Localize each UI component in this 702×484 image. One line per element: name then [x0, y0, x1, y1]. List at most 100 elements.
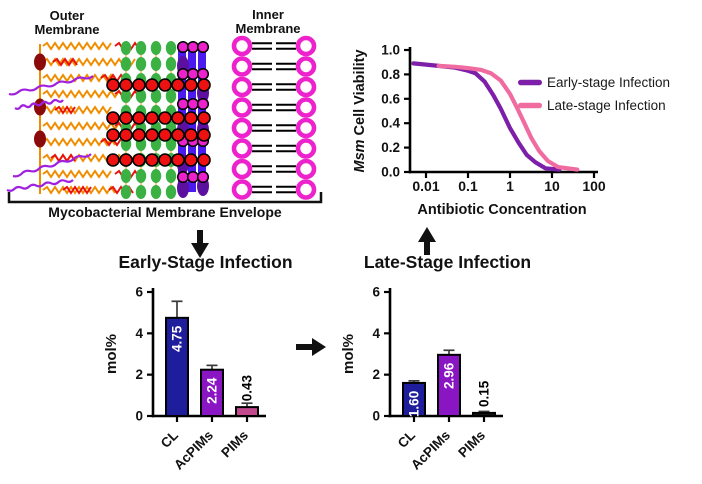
peptidoglycan-unit	[184, 128, 198, 142]
curve-late	[436, 63, 580, 172]
legend-label: Early-stage Infection	[547, 75, 670, 90]
mannose-cap	[186, 170, 200, 184]
lipid-chain-red	[50, 153, 76, 163]
arabinogalactan-unit	[165, 169, 177, 183]
mannose-cap	[196, 40, 210, 54]
x-tick-label: 0.01	[412, 178, 439, 194]
arabinogalactan-unit	[150, 185, 162, 199]
category-label: AcPIMs	[171, 428, 216, 473]
lipid-chain-red	[54, 105, 76, 115]
peptidoglycan-unit	[145, 111, 159, 125]
y-tick-label: 0.4	[381, 116, 400, 131]
arabinogalactan-unit	[150, 41, 162, 55]
phospholipid-head	[231, 158, 253, 180]
mannose-cap	[196, 97, 210, 111]
lipid-chain-red	[52, 57, 78, 67]
membrane-layers	[6, 35, 317, 200]
y-tick-label: 0.8	[381, 67, 400, 82]
peptidoglycan-unit	[171, 128, 185, 142]
mycolic-chain	[42, 169, 112, 179]
peptidoglycan-unit	[158, 78, 172, 92]
value-label: 1.60	[407, 391, 422, 417]
arabinogalactan-unit	[150, 57, 162, 71]
y-tick-label: 6	[135, 285, 143, 300]
category-label: AcPIMs	[408, 428, 453, 473]
phospholipid-head	[295, 97, 317, 118]
peptidoglycan-unit	[119, 128, 133, 142]
y-tick-label: 4	[372, 326, 380, 341]
legend-swatch	[518, 79, 542, 86]
peptidoglycan-unit	[106, 78, 120, 92]
bar-pims	[472, 411, 496, 417]
y-tick-label: 0	[372, 409, 380, 424]
mannose-cap	[196, 170, 210, 184]
mannose-cap	[176, 40, 190, 54]
dark-red-headgroup	[34, 53, 46, 71]
mycolic-chain	[42, 57, 136, 67]
arabinogalactan-unit	[120, 169, 132, 183]
phospholipid-head	[231, 56, 253, 77]
peptidoglycan-unit	[171, 111, 185, 125]
y-tick-label: 0.6	[381, 91, 400, 106]
arabinogalactan-unit	[135, 169, 147, 183]
x-tick-label: 10	[544, 178, 560, 194]
phospholipid-head	[231, 35, 253, 57]
peptidoglycan-unit	[158, 111, 172, 125]
lipid-chain-red	[100, 73, 126, 83]
down-arrow-shape	[191, 230, 209, 258]
phospholipid-head	[295, 158, 317, 180]
mannose-cap	[176, 97, 190, 111]
phospholipid-head	[295, 179, 317, 200]
peptidoglycan-unit	[145, 153, 159, 167]
phospholipid-head	[231, 179, 253, 200]
up-arrow-icon	[418, 227, 436, 255]
peptidoglycan-unit	[197, 111, 211, 125]
lipid-chain-red	[62, 185, 92, 195]
mannose-cap	[186, 97, 200, 111]
mycolic-chain	[42, 41, 112, 51]
late-stage-bar-chart: 0 2 4 6 mol% CL 1.60 AcPIMs 2.96 PIMs 0.15	[340, 285, 503, 473]
y-axis-title: mol%	[103, 334, 120, 374]
phospholipid-head	[295, 76, 317, 98]
late-stage-title: Late-Stage Infection	[363, 252, 532, 272]
peptidoglycan-unit	[119, 153, 133, 167]
peptidoglycan-unit	[132, 111, 146, 125]
peptidoglycan-unit	[132, 128, 146, 142]
peptidoglycan-unit	[158, 153, 172, 167]
y-tick-label: 2	[135, 367, 143, 382]
early-stage-bar-chart: 0 2 4 6 mol% CL 4.75 AcPIMs 2.24 PIMs 0.43	[103, 285, 266, 473]
surface-glycolipid	[14, 98, 64, 110]
curve-early	[411, 61, 562, 172]
legend-swatch	[518, 102, 542, 109]
mycolic-chain	[42, 137, 116, 147]
category-label: PIMs	[218, 428, 251, 461]
outer-membrane-label: Outer Membrane	[34, 8, 100, 38]
arabinogalactan-unit	[165, 89, 177, 103]
y-tick-label: 6	[372, 285, 380, 300]
surface-glycolipid	[12, 153, 92, 178]
x-tick-label: 1	[506, 178, 514, 194]
phospholipid-head	[295, 138, 317, 159]
mannose-cap	[186, 67, 200, 81]
down-arrow-icon	[191, 230, 209, 258]
peptidoglycan-unit	[145, 128, 159, 142]
phospholipid-head	[231, 117, 253, 139]
arabinogalactan-unit	[120, 185, 132, 199]
peptidoglycan-unit	[158, 128, 172, 142]
arabinogalactan-unit	[120, 41, 132, 55]
peptidoglycan-unit	[132, 153, 146, 167]
membrane-envelope-label: Mycobacterial Membrane Envelope	[48, 204, 282, 220]
peptidoglycan-unit	[197, 128, 211, 142]
mannose-cap	[176, 67, 190, 81]
x-tick-label: 0.1	[458, 178, 478, 194]
right-arrow-icon	[296, 338, 326, 356]
phospholipid-head	[231, 76, 253, 98]
y-tick-label: 4	[135, 326, 143, 341]
peptidoglycan-unit	[145, 78, 159, 92]
phospholipid-head	[231, 138, 253, 159]
peptidoglycan-unit	[132, 78, 146, 92]
arabinogalactan-unit	[165, 185, 177, 199]
peptidoglycan-unit	[184, 78, 198, 92]
mannose-cap	[176, 170, 190, 184]
arabinogalactan-unit	[165, 57, 177, 71]
